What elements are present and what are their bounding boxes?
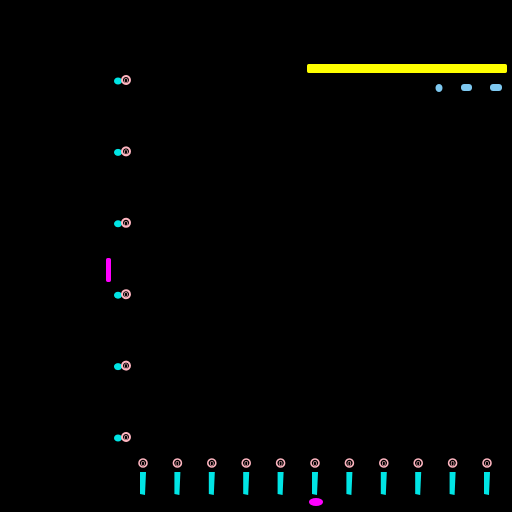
y-tick-label-marker bbox=[121, 217, 131, 228]
x-tick-mark bbox=[346, 472, 353, 495]
x-tick-label-marker bbox=[207, 458, 217, 468]
x-tick-label-marker bbox=[482, 458, 492, 468]
x-tick-label: 0 bbox=[347, 460, 351, 468]
y-tick-label-marker bbox=[121, 360, 131, 371]
y-tick-mark bbox=[114, 363, 122, 371]
legend bbox=[435, 84, 502, 92]
x-tick-mark bbox=[380, 472, 387, 495]
legend-marker bbox=[435, 84, 443, 92]
legend-marker bbox=[461, 84, 472, 91]
x-tick-mark bbox=[208, 472, 215, 495]
y-tick-label-marker bbox=[121, 432, 131, 442]
y-tick-label: 0 bbox=[124, 363, 128, 371]
y-axis-label-marker bbox=[106, 258, 111, 282]
y-tick-mark bbox=[114, 291, 122, 299]
x-tick-mark bbox=[277, 472, 284, 495]
x-tick-mark bbox=[312, 472, 318, 495]
x-tick-label: 0 bbox=[278, 460, 282, 468]
x-tick-label-marker bbox=[241, 458, 251, 468]
x-tick-mark bbox=[140, 472, 146, 495]
x-tick-label: 0 bbox=[416, 460, 420, 468]
chart-title-bar bbox=[307, 64, 507, 73]
x-tick-mark bbox=[449, 472, 456, 495]
x-axis-label-marker bbox=[309, 498, 323, 506]
y-tick-mark bbox=[114, 77, 122, 85]
y-tick-label: 0 bbox=[124, 434, 128, 442]
y-tick-label: 0 bbox=[124, 148, 128, 156]
x-tick-label-marker bbox=[275, 458, 286, 468]
y-tick-mark bbox=[114, 434, 122, 442]
x-tick-label: 0 bbox=[313, 460, 317, 468]
y-tick-label: 0 bbox=[124, 220, 128, 228]
legend-marker bbox=[490, 84, 502, 91]
y-tick-mark bbox=[114, 148, 122, 156]
x-tick-label: 0 bbox=[244, 460, 248, 468]
x-tick-mark bbox=[243, 472, 250, 495]
x-tick-label: 0 bbox=[450, 460, 454, 468]
x-tick-label-marker bbox=[378, 458, 389, 468]
x-tick-label: 0 bbox=[175, 460, 179, 468]
x-tick-mark bbox=[174, 472, 181, 495]
y-tick-label-marker bbox=[121, 75, 131, 85]
x-tick-label-marker bbox=[413, 458, 424, 468]
x-tick-label: 0 bbox=[210, 460, 214, 468]
y-tick-label-marker bbox=[121, 146, 131, 157]
y-tick-mark bbox=[114, 220, 122, 228]
x-tick-label-marker bbox=[447, 458, 458, 468]
x-tick-label-marker bbox=[172, 458, 183, 468]
y-axis: 0 0 0 0 0 0 bbox=[114, 75, 131, 442]
x-tick-label: 0 bbox=[141, 460, 145, 468]
x-tick-label: 0 bbox=[485, 460, 489, 468]
x-axis: 0 0 0 0 0 0 0 0 0 0 0 bbox=[138, 458, 492, 495]
x-tick-label-marker bbox=[138, 458, 148, 468]
x-tick-label-marker bbox=[310, 458, 320, 468]
x-tick-mark bbox=[415, 472, 422, 495]
x-tick-label-marker bbox=[344, 458, 355, 468]
y-tick-label-marker bbox=[121, 289, 131, 300]
x-tick-mark bbox=[484, 472, 490, 495]
y-tick-label: 0 bbox=[124, 77, 128, 85]
x-tick-label: 0 bbox=[382, 460, 386, 468]
y-tick-label: 0 bbox=[124, 291, 128, 299]
